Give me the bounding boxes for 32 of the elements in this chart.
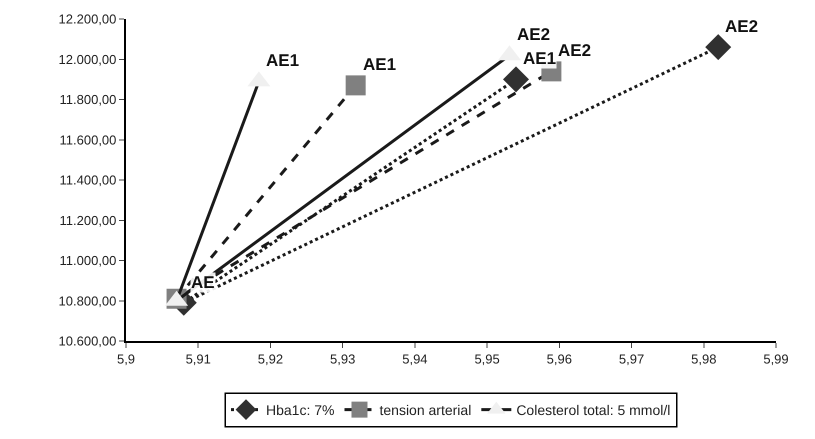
x-tick-label: 5,97 xyxy=(618,352,644,367)
annotation: AE2 xyxy=(517,25,550,44)
y-tick-label: 12.000,00 xyxy=(58,52,116,67)
annotation: AE2 xyxy=(725,17,758,36)
legend-label: Hba1c: 7% xyxy=(266,402,334,418)
x-tick-label: 5,9 xyxy=(116,352,136,367)
x-tick-label: 5,92 xyxy=(258,352,284,367)
annotation: AE xyxy=(191,273,215,292)
annotation: AE1 xyxy=(266,51,300,70)
y-tick-label: 11.200,00 xyxy=(60,212,116,228)
y-tick-label: 11.800,00 xyxy=(60,92,116,108)
x-tick-label: 5,99 xyxy=(763,352,789,367)
y-tick-label: 12.200,00 xyxy=(58,12,116,27)
y-tick-label: 11.000,00 xyxy=(60,253,116,268)
point xyxy=(705,34,732,60)
x-tick-label: 5,94 xyxy=(402,352,428,367)
x-tick-label: 5,95 xyxy=(474,352,500,367)
y-tick-label: 10.600,00 xyxy=(58,334,116,349)
annotation: AE2 xyxy=(558,41,592,60)
point xyxy=(346,75,366,96)
annotation: AE1 xyxy=(363,55,396,74)
x-tick-label: 5,98 xyxy=(691,352,716,367)
legend-label: tension arterial xyxy=(379,402,472,418)
x-tick-label: 5,93 xyxy=(330,352,356,367)
point xyxy=(503,66,529,92)
legend-label: Colesterol total: 5 mmol/l xyxy=(516,402,670,418)
x-tick-label: 5,96 xyxy=(546,352,572,367)
y-tick-label: 10.800,00 xyxy=(58,293,116,308)
annotation: AE1 xyxy=(523,49,556,68)
y-tick-label: 11.600,00 xyxy=(60,132,116,148)
x-tick-label: 5,91 xyxy=(186,352,211,367)
y-tick-label: 11.400,00 xyxy=(60,172,116,188)
